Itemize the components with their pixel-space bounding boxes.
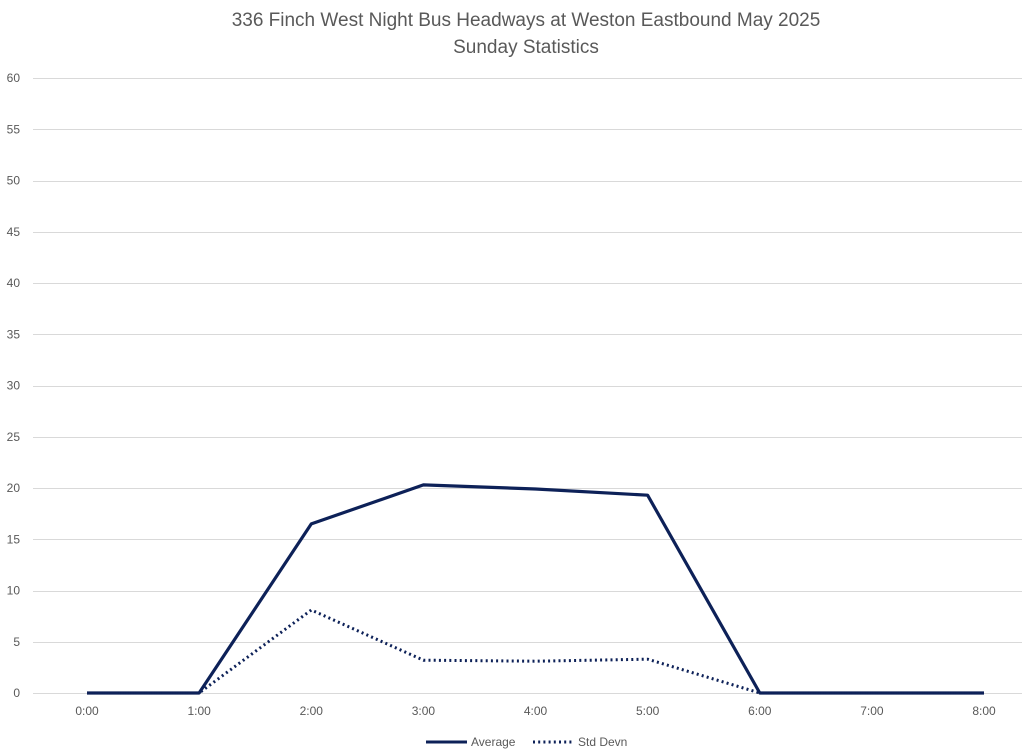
legend-label: Average [471, 735, 516, 749]
x-tick-label: 5:00 [636, 704, 660, 718]
y-tick-label: 35 [7, 327, 21, 341]
x-tick-label: 7:00 [860, 704, 884, 718]
series-layer [87, 483, 984, 695]
y-tick-label: 10 [7, 584, 21, 598]
y-tick-label: 0 [13, 686, 20, 700]
x-tick-label: 3:00 [412, 704, 436, 718]
y-tick-label: 55 [7, 122, 21, 136]
legend: Average Std Devn [426, 735, 627, 749]
y-tick-label: 25 [7, 430, 21, 444]
y-tick-label: 15 [7, 532, 21, 546]
y-tick-label: 50 [7, 174, 21, 188]
x-tick-label: 4:00 [524, 704, 548, 718]
gridlines [33, 78, 1022, 694]
y-tick-label: 40 [7, 276, 21, 290]
y-tick-label: 5 [13, 635, 20, 649]
x-tick-label: 2:00 [300, 704, 324, 718]
y-tick-label: 60 [7, 71, 21, 85]
std-devn-series-line [87, 608, 984, 695]
x-tick-label: 0:00 [75, 704, 99, 718]
legend-label: Std Devn [578, 735, 627, 749]
x-tick-label: 1:00 [187, 704, 211, 718]
x-tick-label: 8:00 [972, 704, 996, 718]
x-tick-label: 6:00 [748, 704, 772, 718]
x-axis-ticks: 0:00 1:00 2:00 3:00 4:00 5:00 6:00 7:00 8:00 [75, 704, 996, 718]
y-tick-label: 30 [7, 379, 21, 393]
average-series-line [87, 483, 984, 695]
chart-subtitle: Sunday Statistics [453, 37, 599, 58]
y-tick-label: 20 [7, 481, 21, 495]
chart-title: 336 Finch West Night Bus Headways at Wes… [232, 10, 821, 31]
y-axis-ticks: 0 5 10 15 20 25 30 35 40 45 50 55 60 [7, 71, 21, 700]
y-tick-label: 45 [7, 225, 21, 239]
